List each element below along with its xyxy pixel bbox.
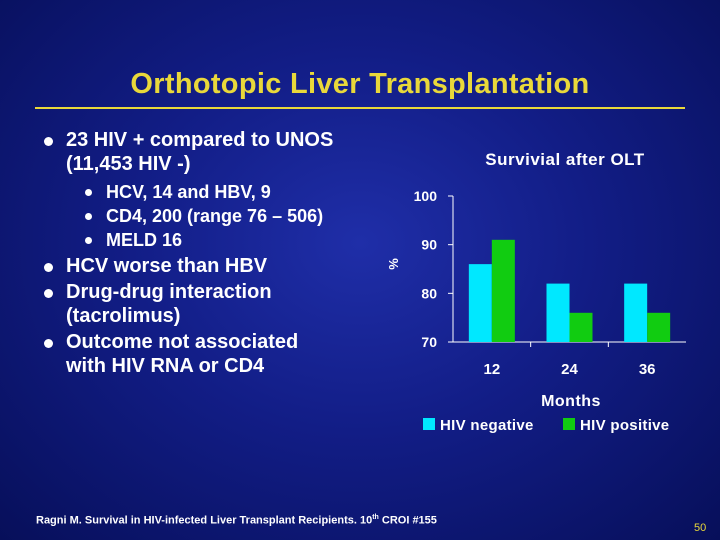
sub-bullet-item: MELD 16 (40, 228, 400, 252)
legend-label-hiv-negative: HIV negative (440, 417, 534, 434)
x-tick-label: 12 (483, 361, 500, 378)
bar-hiv-negative-36 (624, 283, 648, 342)
x-tick-label: 36 (639, 361, 656, 378)
y-tick-label: 80 (421, 285, 437, 301)
page-number: 50 (694, 522, 707, 534)
bullet-item: HCV worse than HBV (40, 254, 400, 278)
sub-bullet-item: CD4, 200 (range 76 – 506) (40, 204, 400, 228)
bar-hiv-positive-24 (569, 312, 593, 342)
sub-bullet-dot-icon (85, 189, 92, 196)
bullet-dot-icon (44, 137, 53, 146)
sub-bullet-list: HCV, 14 and HBV, 9 CD4, 200 (range 76 – … (40, 180, 400, 252)
citation-footnote: Ragni M. Survival in HIV-infected Liver … (36, 514, 437, 527)
sub-bullet-dot-icon (85, 237, 92, 244)
x-tick-label: 24 (561, 361, 578, 378)
bullet-dot-icon (44, 263, 53, 272)
footnote-text: Ragni M. Survival in HIV-infected Liver … (36, 514, 373, 527)
bar-hiv-positive-12 (491, 239, 515, 342)
bullet-text-line: Outcome not associated (66, 331, 299, 353)
sub-bullet-dot-icon (85, 213, 92, 220)
bullet-item: 23 HIV + compared to UNOS (11,453 HIV -) (40, 128, 400, 176)
bullet-dot-icon (44, 339, 53, 348)
sub-bullet-text: HCV, 14 and HBV, 9 (106, 182, 271, 202)
y-tick-label: 90 (421, 237, 437, 253)
y-tick-label: 70 (421, 334, 437, 350)
bullet-text-line: with HIV RNA or CD4 (66, 355, 265, 377)
chart-legend: HIV negative HIV positive (423, 417, 669, 434)
footnote-superscript: th (372, 514, 379, 521)
bullet-text-line: (11,453 HIV -) (66, 153, 191, 175)
footnote-tail: CROI #155 (378, 514, 437, 527)
bar-hiv-negative-24 (546, 283, 570, 342)
title-divider (35, 107, 685, 109)
y-tick-label: 100 (414, 188, 438, 204)
sub-bullet-text: CD4, 200 (range 76 – 506) (106, 206, 324, 226)
legend-swatch-hiv-negative (423, 418, 435, 430)
legend-swatch-hiv-positive (563, 418, 575, 430)
chart-title: Survivial after OLT (485, 150, 645, 169)
slide-title: Orthotopic Liver Transplantation (130, 68, 590, 100)
bullet-list: 23 HIV + compared to UNOS (11,453 HIV -)… (40, 128, 400, 380)
chart-y-axis-label: % (386, 258, 401, 270)
bullet-item: Outcome not associated with HIV RNA or C… (40, 330, 400, 378)
bar-hiv-negative-12 (468, 264, 492, 342)
bullet-text-line: Drug-drug interaction (66, 281, 272, 303)
sub-bullet-text: MELD 16 (106, 230, 183, 250)
chart-x-axis-label: Months (541, 393, 601, 410)
bullet-dot-icon (44, 289, 53, 298)
bullet-item: Drug-drug interaction (tacrolimus) (40, 280, 400, 328)
bullet-text-line: 23 HIV + compared to UNOS (66, 129, 334, 151)
bullet-text-line: (tacrolimus) (66, 305, 181, 327)
sub-bullet-item: HCV, 14 and HBV, 9 (40, 180, 400, 204)
bar-hiv-positive-36 (647, 312, 671, 342)
legend-label-hiv-positive: HIV positive (580, 417, 669, 434)
bullet-text-line: HCV worse than HBV (66, 255, 268, 277)
